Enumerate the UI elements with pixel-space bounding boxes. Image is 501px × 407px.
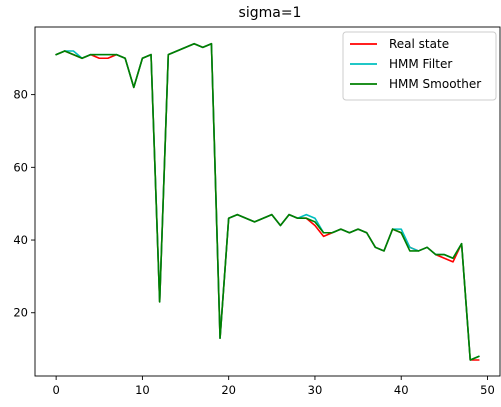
series-layer — [55, 42, 480, 361]
x-tick-label: 0 — [52, 383, 59, 397]
legend-label-hmm-filter: HMM Filter — [389, 57, 452, 71]
legend-label-real-state: Real state — [389, 37, 449, 51]
chart-title: sigma=1 — [239, 5, 302, 21]
x-tick-label: 40 — [394, 383, 409, 397]
series-line-hmm-smoother — [55, 42, 480, 361]
x-tick-label: 30 — [308, 383, 323, 397]
y-tick-label: 20 — [13, 306, 28, 320]
legend-box — [342, 31, 497, 101]
y-tick-label: 80 — [13, 88, 28, 102]
legend: Real state HMM Filter HMM Smoother — [342, 31, 497, 101]
axes-layer: 0 10 20 30 40 50 20 40 60 80 — [13, 26, 501, 397]
legend-label-hmm-smoother: HMM Smoother — [389, 77, 481, 91]
y-tick-label: 40 — [13, 233, 28, 247]
x-tick-label: 10 — [135, 383, 150, 397]
x-tick-label: 20 — [221, 383, 236, 397]
plot-frame — [34, 26, 501, 377]
y-tick-label: 60 — [13, 160, 28, 174]
x-tick-label: 50 — [480, 383, 495, 397]
